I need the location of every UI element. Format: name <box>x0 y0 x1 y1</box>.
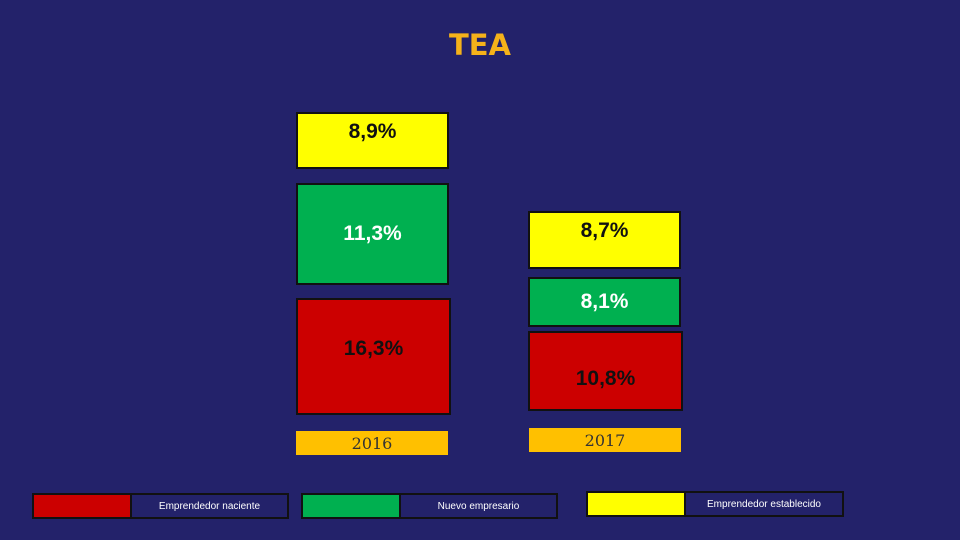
chart-title: TEA <box>448 28 512 62</box>
legend-item-nuevo: Nuevo empresario <box>301 493 558 519</box>
data-label-2016-nuevo: 11,3% <box>343 222 402 245</box>
legend-swatch-nuevo <box>303 495 401 517</box>
bar-2016-naciente: 16,3% <box>296 298 451 415</box>
data-label-2017-nuevo: 8,1% <box>580 290 629 313</box>
legend-item-establecido: Emprendedor establecido <box>586 491 844 517</box>
legend-label-establecido: Emprendedor establecido <box>686 493 842 515</box>
legend-label-naciente: Emprendedor naciente <box>132 495 287 517</box>
bar-2017-nuevo: 8,1% <box>528 277 681 327</box>
year-label-2017: 2017 <box>529 428 681 452</box>
data-label-2017-establecido: 8,7% <box>580 219 629 242</box>
data-label-2017-naciente: 10,8% <box>575 367 636 390</box>
data-label-2016-establecido: 8,9% <box>348 120 397 143</box>
legend-label-nuevo: Nuevo empresario <box>401 495 556 517</box>
bar-2017-naciente: 10,8% <box>528 331 683 411</box>
data-label-2016-naciente: 16,3% <box>343 336 404 360</box>
legend-item-naciente: Emprendedor naciente <box>32 493 289 519</box>
bar-2016-nuevo: 11,3% <box>296 183 449 285</box>
year-label-2016: 2016 <box>296 431 448 455</box>
legend-swatch-naciente <box>34 495 132 517</box>
legend-swatch-establecido <box>588 493 686 515</box>
bar-2017-establecido: 8,7% <box>528 211 681 269</box>
bar-2016-establecido: 8,9% <box>296 112 449 169</box>
